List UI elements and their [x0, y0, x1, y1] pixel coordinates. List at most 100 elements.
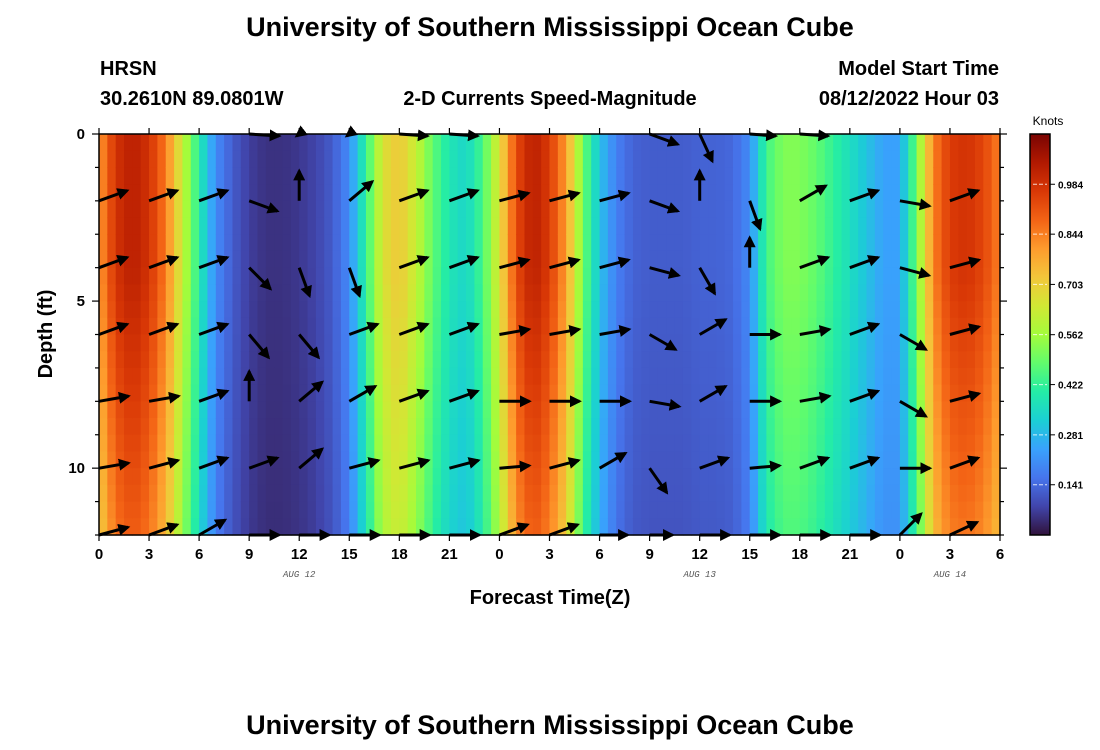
- heatmap-cell: [157, 134, 167, 152]
- heatmap-cell: [265, 334, 275, 352]
- heatmap-cell: [766, 484, 776, 503]
- heatmap-cell: [424, 134, 434, 152]
- heatmap-cell: [149, 284, 158, 302]
- heatmap-cell: [441, 167, 450, 185]
- heatmap-cell: [182, 334, 192, 352]
- heatmap-cell: [866, 351, 876, 369]
- model-start-label: Model Start Time: [838, 58, 999, 80]
- heatmap-cell: [274, 418, 284, 436]
- heatmap-cell: [207, 184, 217, 202]
- heatmap-cell: [624, 317, 634, 336]
- heatmap-cell: [624, 484, 634, 503]
- heatmap-cell: [315, 468, 325, 486]
- heatmap-cell: [624, 200, 634, 219]
- heatmap-cell: [315, 217, 325, 235]
- heatmap-cell: [758, 501, 767, 519]
- heatmap-cell: [891, 518, 901, 536]
- heatmap-cell: [824, 301, 834, 319]
- heatmap-cell: [224, 501, 234, 519]
- heatmap-cell: [432, 234, 442, 252]
- heatmap-cell: [574, 150, 584, 169]
- heatmap-cell: [257, 200, 267, 219]
- heatmap-cell: [766, 217, 776, 235]
- heatmap-cell: [357, 167, 367, 185]
- heatmap-cell: [774, 501, 784, 519]
- heatmap-cell: [582, 418, 592, 436]
- heatmap-cell: [749, 484, 759, 503]
- heatmap-cell: [624, 134, 634, 152]
- heatmap-cell: [949, 351, 959, 369]
- heatmap-cell: [607, 167, 617, 185]
- heatmap-cell: [682, 334, 692, 352]
- heatmap-cell: [866, 167, 876, 185]
- heatmap-cell: [791, 468, 801, 486]
- heatmap-cell: [165, 501, 175, 519]
- heatmap-cell: [599, 518, 609, 536]
- heatmap-cell: [132, 434, 142, 453]
- heatmap-cell: [491, 250, 501, 269]
- colorbar-tick-label: 0.844: [1058, 230, 1083, 241]
- heatmap-cell: [666, 518, 676, 536]
- heatmap-cell: [874, 518, 884, 536]
- heatmap-cell: [290, 401, 300, 419]
- heatmap-cell: [474, 284, 484, 302]
- heatmap-cell: [616, 267, 626, 285]
- heatmap-cell: [674, 384, 684, 402]
- heatmap-cell: [858, 351, 868, 369]
- heatmap-cell: [908, 484, 918, 503]
- current-vector: [248, 266, 273, 291]
- heatmap-cell: [249, 434, 259, 453]
- heatmap-cell: [866, 484, 876, 503]
- heatmap-cell: [699, 217, 709, 235]
- heatmap-cell: [849, 184, 859, 202]
- heatmap-cell: [816, 418, 826, 436]
- heatmap-cell: [507, 134, 517, 152]
- heatmap-cell: [416, 367, 425, 386]
- heatmap-cell: [666, 418, 676, 436]
- heatmap-cell: [624, 267, 634, 285]
- heatmap-cell: [849, 401, 859, 419]
- heatmap-cell: [274, 518, 284, 536]
- heatmap-cell: [682, 501, 692, 519]
- heatmap-cell: [282, 134, 292, 152]
- current-vector: [398, 388, 430, 403]
- heatmap-cell: [808, 317, 818, 336]
- heatmap-cell: [883, 234, 893, 252]
- heatmap-cell: [257, 384, 267, 402]
- heatmap-cell: [649, 384, 659, 402]
- heatmap-cell: [849, 234, 859, 252]
- heatmap-cell: [924, 334, 934, 352]
- heatmap-cell: [908, 200, 918, 219]
- heatmap-cell: [641, 334, 651, 352]
- heatmap-cell: [357, 317, 367, 336]
- heatmap-cell: [574, 267, 584, 285]
- current-vector: [448, 188, 480, 203]
- heatmap-cell: [549, 334, 559, 352]
- heatmap-cell: [299, 250, 309, 269]
- heatmap-cell: [724, 250, 734, 269]
- station-coords: 30.2610N 89.0801W: [100, 88, 284, 110]
- heatmap-cell: [524, 301, 534, 319]
- heatmap-cell: [516, 434, 526, 453]
- heatmap-cell: [541, 284, 551, 302]
- heatmap-cell: [582, 468, 592, 486]
- heatmap-cell: [124, 418, 133, 436]
- x-axis-label: Forecast Time(Z): [470, 587, 631, 609]
- heatmap-cell: [674, 167, 684, 185]
- current-vector: [799, 325, 832, 337]
- heatmap-cell: [883, 284, 893, 302]
- heatmap-cell: [441, 351, 450, 369]
- heatmap-cell: [716, 150, 726, 169]
- heatmap-cell: [557, 401, 567, 419]
- heatmap-cell: [974, 267, 984, 285]
- heatmap-cell: [599, 150, 609, 169]
- heatmap-cell: [115, 418, 125, 436]
- heatmap-cell: [349, 301, 359, 319]
- heatmap-cell: [741, 284, 751, 302]
- heatmap-cell: [190, 301, 200, 319]
- heatmap-cell: [749, 468, 759, 486]
- heatmap-cell: [891, 267, 901, 285]
- heatmap-cell: [174, 217, 184, 235]
- heatmap-cell: [107, 134, 117, 152]
- heatmap-cell: [682, 150, 692, 169]
